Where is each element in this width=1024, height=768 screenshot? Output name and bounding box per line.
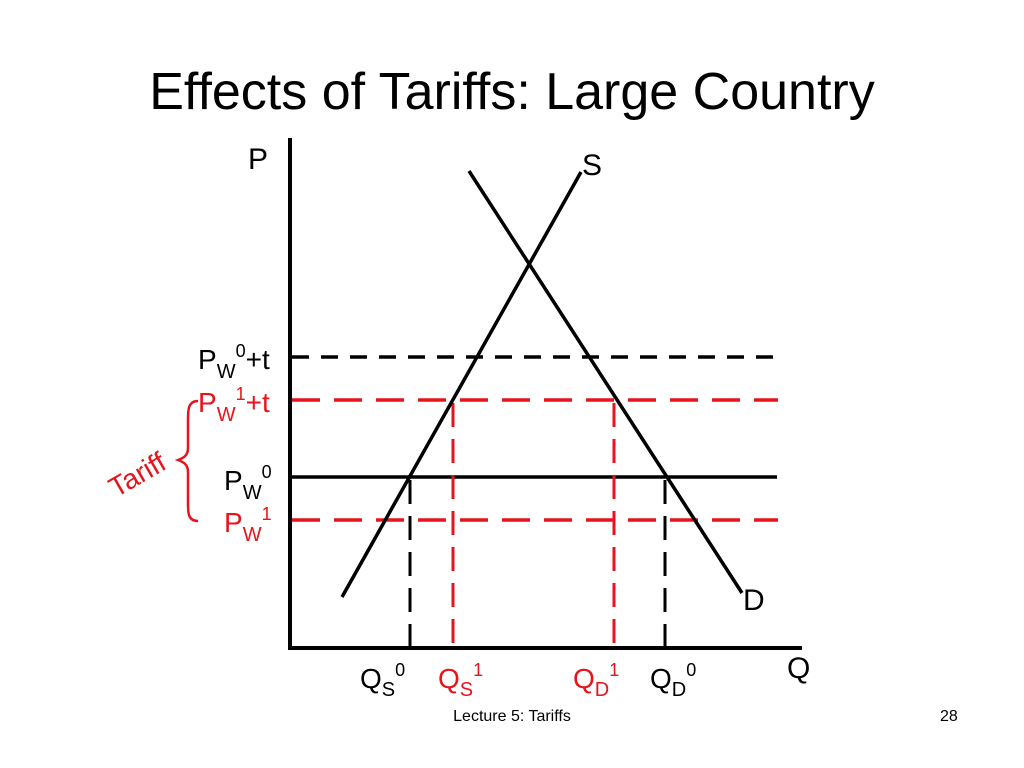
pw0-sub: W (243, 482, 262, 504)
pw1-plus-t-sup: 1 (236, 384, 246, 404)
pw0-label: PW0 (224, 462, 272, 504)
qd1-label: QD1 (573, 660, 619, 701)
tariff-label: Tariff (104, 446, 172, 503)
qs0-label: QS0 (360, 660, 405, 701)
qs1-base: Q (438, 663, 460, 694)
pw1-plus-t-base: P (198, 387, 217, 418)
tariff-brace (174, 399, 199, 523)
qd0-label: QD0 (650, 660, 696, 701)
pw1-plus-t-sub: W (217, 404, 236, 426)
supply-curve (340, 171, 583, 598)
qd0-sup: 0 (686, 660, 696, 680)
qd0-sub: D (672, 679, 686, 701)
demand-label: D (743, 584, 765, 617)
slide-footer: Lecture 5: Tariffs (453, 708, 571, 725)
supply-label: S (582, 149, 602, 182)
pw1-plus-t-suffix: +t (246, 387, 270, 418)
pw1-plus-t-label: PW1+t (198, 384, 270, 426)
qd1-sup: 1 (609, 660, 619, 680)
pw0-sup: 0 (262, 462, 272, 482)
quantity-axis-label: Q (787, 652, 810, 685)
slide-title: Effects of Tariffs: Large Country (149, 63, 875, 121)
qs1-label: QS1 (438, 660, 483, 701)
pw0-plus-t-sub: W (217, 361, 236, 383)
pw1-sub: W (243, 524, 262, 546)
pw0-plus-t-sup: 0 (236, 341, 246, 361)
qd0-base: Q (650, 663, 672, 694)
qs1-sub: S (460, 679, 473, 701)
price-axis-label: P (248, 143, 268, 176)
qd1-base: Q (573, 663, 595, 694)
demand-curve (467, 170, 744, 594)
qs0-base: Q (360, 663, 382, 694)
qs1-sup: 1 (473, 660, 483, 680)
pw1-base: P (224, 507, 243, 538)
qs0-sub: S (382, 679, 395, 701)
pw0-plus-t-base: P (198, 344, 217, 375)
pw0-plus-t-suffix: +t (246, 344, 270, 375)
pw0-base: P (224, 465, 243, 496)
pw0-plus-t-label: PW0+t (198, 341, 270, 383)
pw1-label: PW1 (224, 504, 272, 546)
qd1-sub: D (595, 679, 609, 701)
pw1-sup: 1 (262, 504, 272, 524)
qs0-sup: 0 (395, 660, 405, 680)
page-number: 28 (940, 708, 958, 725)
